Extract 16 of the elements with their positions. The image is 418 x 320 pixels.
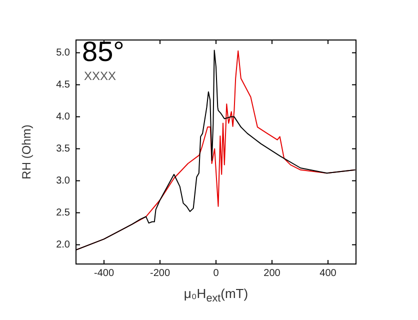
y-axis-title: RH (Ohm) <box>20 124 34 180</box>
y-tick-label: 2.5 <box>56 208 70 219</box>
x-tick-label: 200 <box>264 268 281 279</box>
y-tick-label: 3.0 <box>56 176 70 187</box>
y-tick-label: 4.5 <box>56 80 70 91</box>
y-tick-label: 3.5 <box>56 144 70 155</box>
y-tick-label: 5.0 <box>56 48 70 59</box>
x-tick-label: -200 <box>150 268 170 279</box>
x-axis-title: μ₀H$_{ext}$(mT) <box>182 286 250 305</box>
x-tick-label: -400 <box>94 268 114 279</box>
chart-title: 85° <box>82 36 124 67</box>
x-tick-label: 400 <box>320 268 337 279</box>
y-tick-label: 2.0 <box>56 240 70 251</box>
y-tick-label: 4.0 <box>56 112 70 123</box>
x-tick-label: 0 <box>213 268 220 279</box>
annotation: XXXX <box>84 69 116 83</box>
